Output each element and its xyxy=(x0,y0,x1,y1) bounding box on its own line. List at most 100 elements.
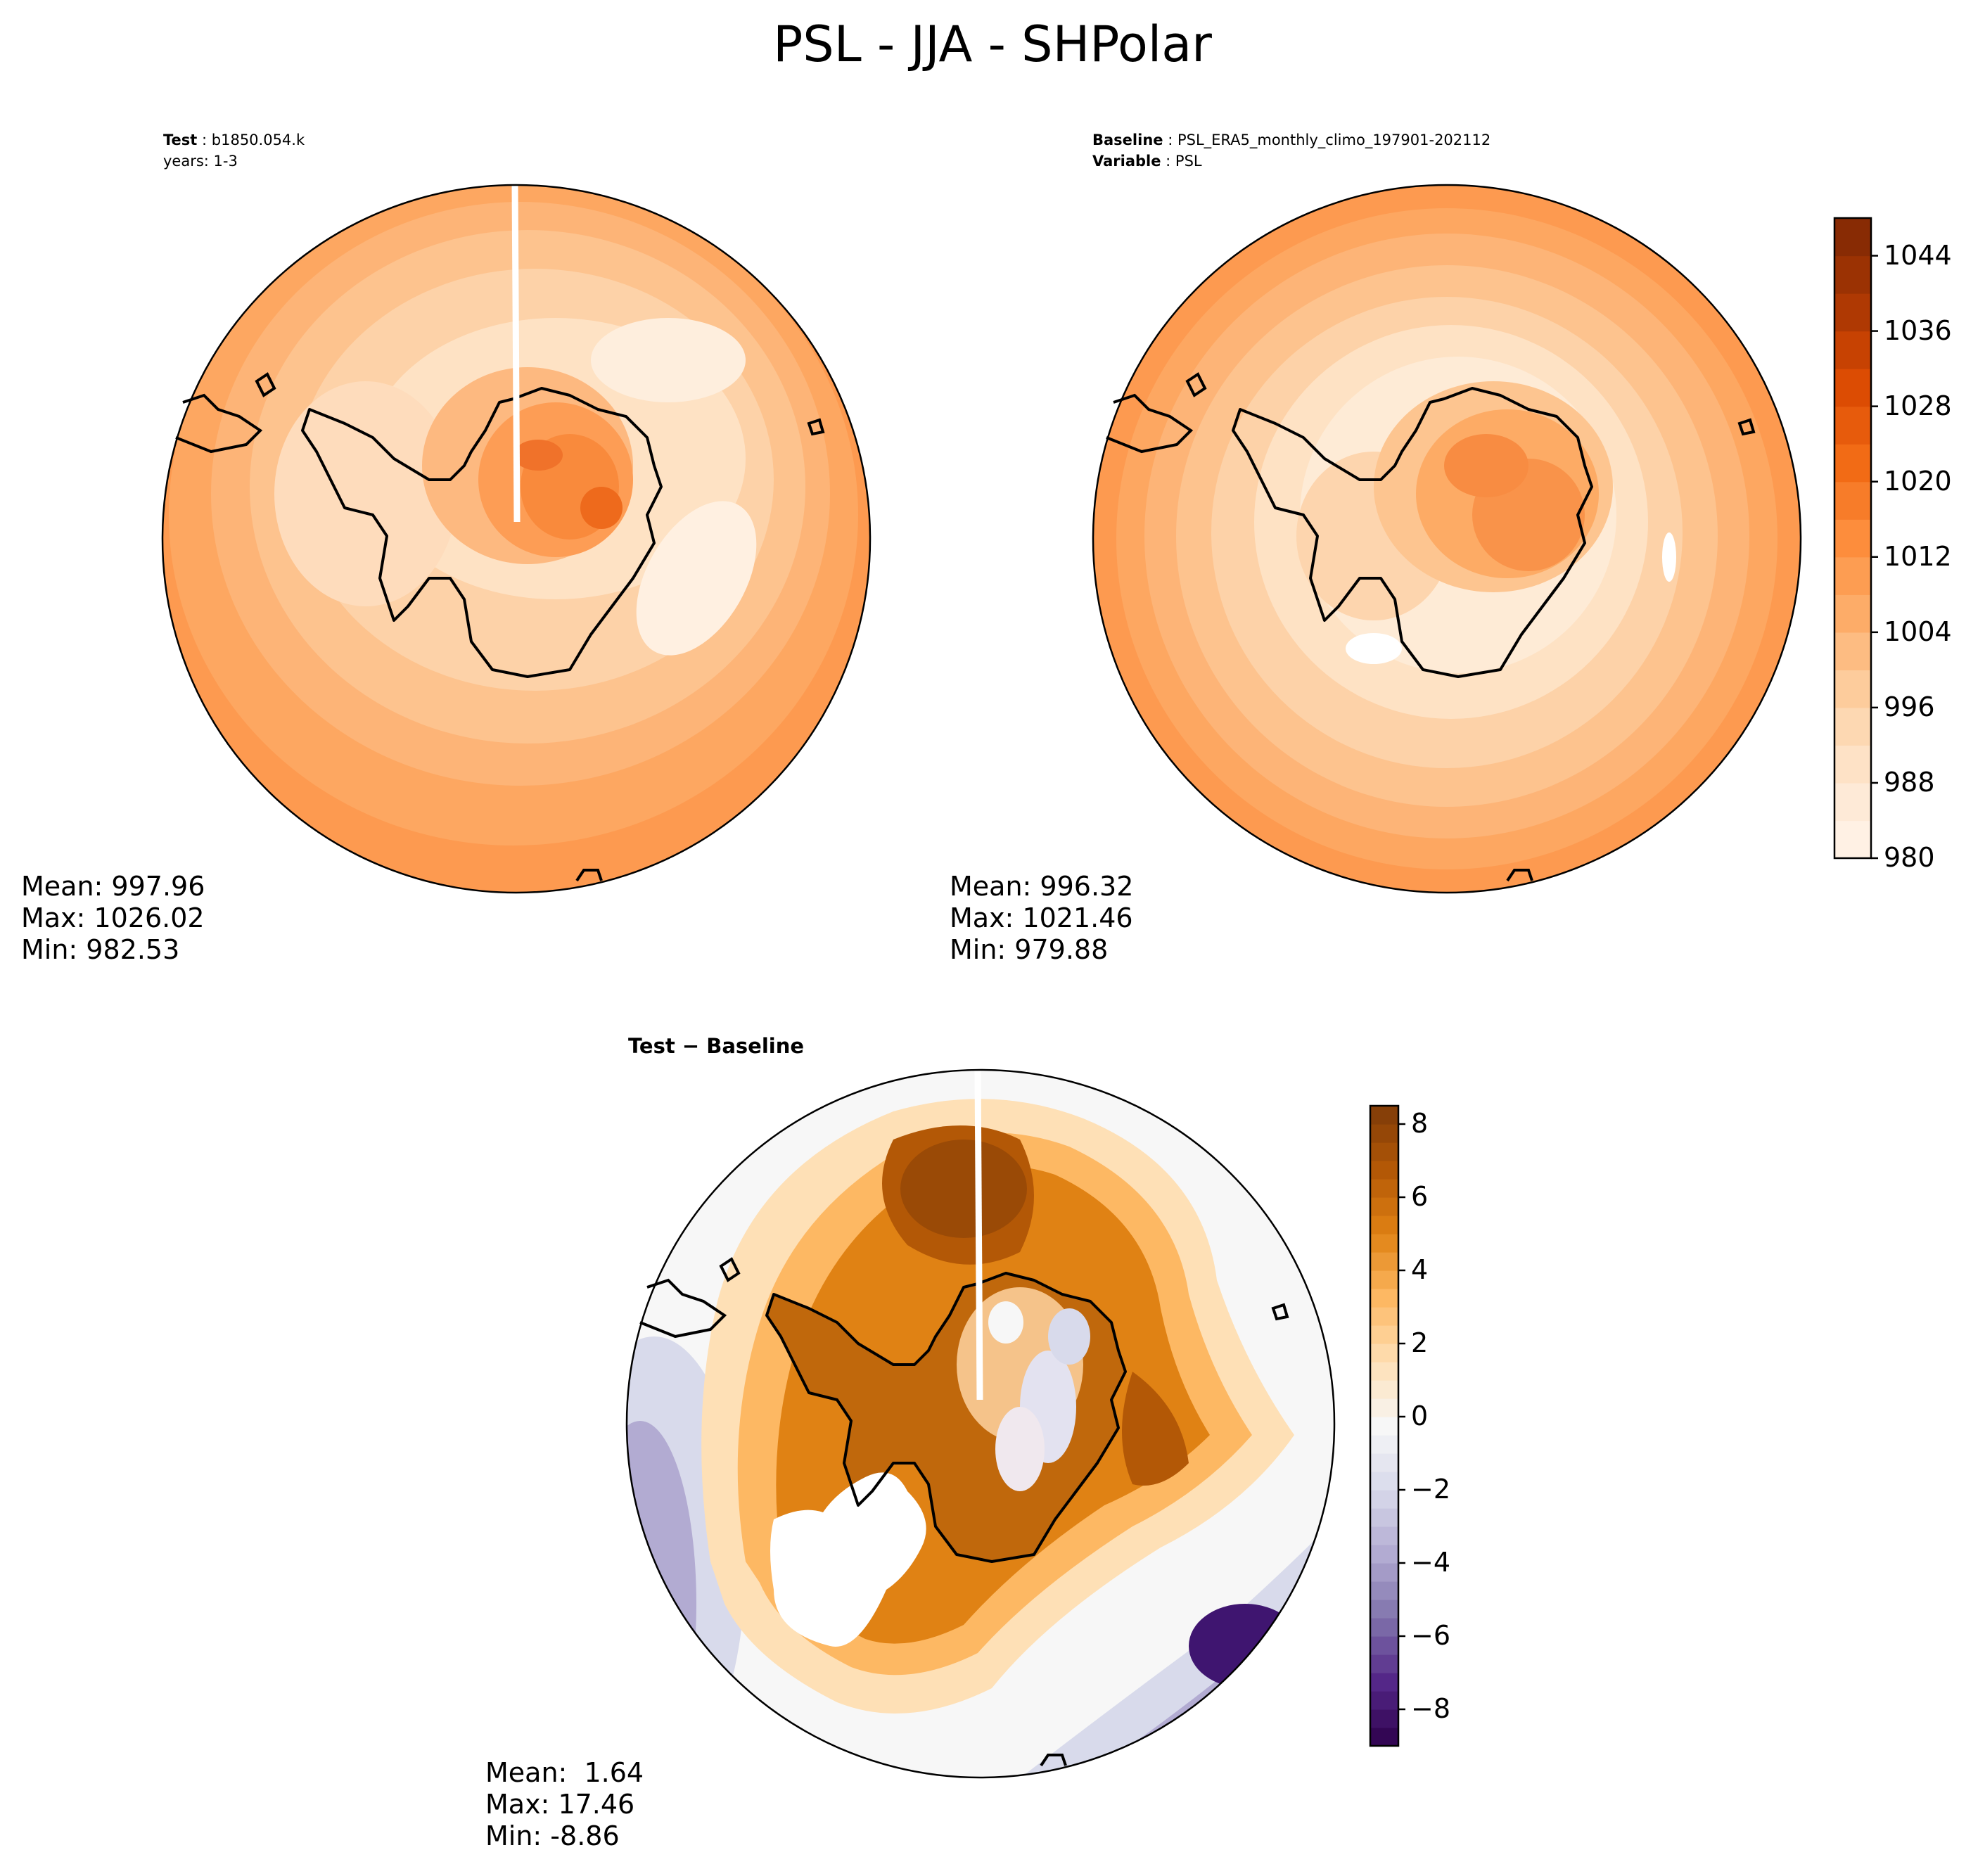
diff-colorbar-segment xyxy=(1370,1472,1398,1491)
diff-coastline xyxy=(765,1272,1127,1563)
variable-label: Variable xyxy=(1092,153,1161,170)
diff-colorbar-tick-label: −2 xyxy=(1411,1474,1451,1505)
diff-min: Min: -8.86 xyxy=(485,1820,620,1851)
diff-colorbar-segment xyxy=(1370,1161,1398,1180)
diff-colorbar-tick-label: −6 xyxy=(1411,1620,1451,1651)
psl-colorbar-tick-label: 996 xyxy=(1884,691,1935,722)
baseline-stats: Mean: 996.32 Max: 1021.46 Min: 979.88 xyxy=(950,871,1133,966)
baseline-coastline xyxy=(1232,387,1593,678)
diff-max: Max: 17.46 xyxy=(485,1789,635,1820)
diff-colorbar-segment xyxy=(1370,1526,1398,1545)
diff-colorbar-segment xyxy=(1370,1252,1398,1271)
psl-colorbar-segment xyxy=(1834,670,1871,708)
test-max: Max: 1026.02 xyxy=(21,902,205,933)
psl-colorbar-segment xyxy=(1834,519,1871,558)
baseline-map-border xyxy=(1092,184,1802,894)
baseline-label: Baseline xyxy=(1092,132,1163,148)
diff-field xyxy=(627,1070,1334,1778)
psl-colorbar-segment xyxy=(1834,331,1871,369)
diff-colorbar-segment xyxy=(1370,1325,1398,1344)
psl-colorbar-tick-label: 1012 xyxy=(1884,540,1952,572)
psl-colorbar-segment xyxy=(1834,255,1871,294)
test-header: Test : b1850.054.k years: 1-3 xyxy=(163,132,305,170)
diff-colorbar-tick-label: −4 xyxy=(1411,1547,1451,1578)
diff-stats: Mean: 1.64 Max: 17.46 Min: -8.86 xyxy=(485,1757,644,1852)
psl-colorbar-segment xyxy=(1834,481,1871,520)
diff-colorbar-segment xyxy=(1370,1417,1398,1436)
psl-colorbar-frame xyxy=(1833,217,1872,860)
diff-colorbar-segment xyxy=(1370,1673,1398,1692)
psl-colorbar-segment xyxy=(1834,782,1871,822)
test-case-name: b1850.054.k xyxy=(211,132,305,148)
diff-colorbar-segment xyxy=(1370,1344,1398,1363)
diff-colorbar-segment xyxy=(1370,1728,1398,1747)
variable-name: PSL xyxy=(1175,153,1202,170)
diff-colorbar-segment xyxy=(1370,1490,1398,1509)
test-years: years: 1-3 xyxy=(163,153,238,170)
diff-colorbar-tick-label: 4 xyxy=(1411,1254,1429,1285)
figure-title: PSL - JJA - SHPolar xyxy=(773,15,1212,73)
baseline-map xyxy=(1092,184,1802,894)
diff-colorbar-segment xyxy=(1370,1106,1398,1125)
diff-colorbar-tick-label: 6 xyxy=(1411,1181,1429,1212)
baseline-field xyxy=(1093,185,1801,893)
baseline-case-name: PSL_ERA5_monthly_climo_197901-202112 xyxy=(1177,132,1491,148)
psl-colorbar-tick-label: 988 xyxy=(1884,766,1935,798)
test-map xyxy=(161,184,872,894)
diff-colorbar-segment xyxy=(1370,1142,1398,1161)
diff-colorbar-segment xyxy=(1370,1270,1398,1289)
psl-colorbar-tick-label: 1004 xyxy=(1884,615,1952,647)
test-label: Test xyxy=(163,132,198,148)
psl-colorbar-segment xyxy=(1834,594,1871,633)
diff-colorbar-segment xyxy=(1370,1380,1398,1399)
baseline-min: Min: 979.88 xyxy=(950,934,1109,965)
diff-colorbar-tick-label: 0 xyxy=(1411,1400,1429,1431)
diff-colorbar-segment xyxy=(1370,1508,1398,1527)
diff-colorbar-segment xyxy=(1370,1709,1398,1728)
diff-header: Test − Baseline xyxy=(628,1034,805,1058)
psl-colorbar-segment xyxy=(1834,820,1871,859)
diff-colorbar-segment xyxy=(1370,1289,1398,1308)
diff-colorbar-segment xyxy=(1370,1398,1398,1417)
test-map-border xyxy=(161,184,872,894)
diff-colorbar-segment xyxy=(1370,1215,1398,1234)
diff-map-border xyxy=(625,1068,1336,1779)
diff-colorbar-tick-label: 2 xyxy=(1411,1327,1429,1358)
baseline-max: Max: 1021.46 xyxy=(950,902,1133,933)
diff-colorbar xyxy=(1369,1104,1405,1747)
baseline-mean: Mean: 996.32 xyxy=(950,871,1134,902)
diff-colorbar-segment xyxy=(1370,1435,1398,1454)
psl-colorbar-tick-label: 1044 xyxy=(1884,239,1952,271)
diff-colorbar-segment xyxy=(1370,1618,1398,1637)
test-stats: Mean: 997.96 Max: 1026.02 Min: 982.53 xyxy=(21,871,205,966)
psl-colorbar-segment xyxy=(1834,218,1871,257)
psl-colorbar-segment xyxy=(1834,406,1871,445)
test-min: Min: 982.53 xyxy=(21,934,180,965)
psl-colorbar-segment xyxy=(1834,707,1871,746)
psl-colorbar-segment xyxy=(1834,556,1871,595)
diff-colorbar-frame xyxy=(1369,1104,1400,1747)
diff-mean: Mean: 1.64 xyxy=(485,1757,644,1788)
diff-colorbar-segment xyxy=(1370,1563,1398,1582)
psl-colorbar-tick-label: 980 xyxy=(1884,842,1935,873)
diff-colorbar-segment xyxy=(1370,1179,1398,1198)
diff-colorbar-segment xyxy=(1370,1124,1398,1143)
diff-colorbar-segment xyxy=(1370,1545,1398,1564)
baseline-header: Baseline : PSL_ERA5_monthly_climo_197901… xyxy=(1092,132,1491,170)
diff-colorbar-segment xyxy=(1370,1197,1398,1216)
psl-colorbar-tick-label: 1036 xyxy=(1884,314,1952,346)
psl-colorbar-segment xyxy=(1834,632,1871,670)
diff-colorbar-segment xyxy=(1370,1600,1398,1619)
psl-colorbar-tick-label: 1020 xyxy=(1884,465,1952,497)
diff-colorbar-tick-label: 8 xyxy=(1411,1108,1429,1139)
diff-colorbar-segment xyxy=(1370,1307,1398,1326)
test-mean: Mean: 997.96 xyxy=(21,871,205,902)
psl-colorbar-segment xyxy=(1834,745,1871,784)
diff-colorbar-segment xyxy=(1370,1654,1398,1673)
psl-colorbar-segment xyxy=(1834,369,1871,407)
diff-colorbar-segment xyxy=(1370,1691,1398,1710)
diff-colorbar-segment xyxy=(1370,1453,1398,1472)
diff-colorbar-segment xyxy=(1370,1234,1398,1253)
diff-colorbar-segment xyxy=(1370,1581,1398,1600)
diff-colorbar-segment xyxy=(1370,1362,1398,1381)
